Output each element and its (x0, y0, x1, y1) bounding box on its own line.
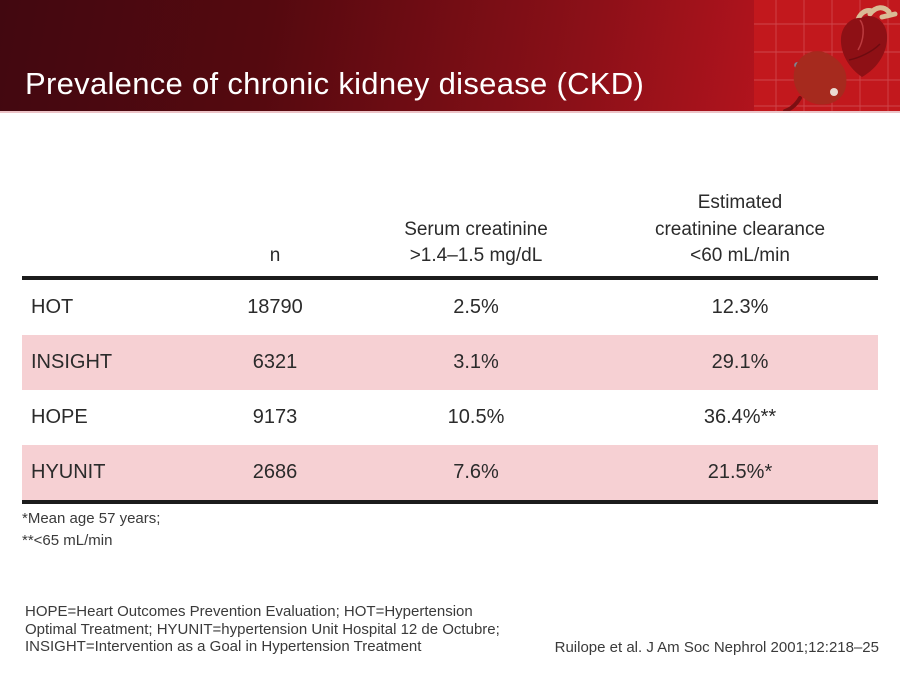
table-row-insight: INSIGHT 6321 3.1% 29.1% (22, 335, 878, 390)
heart-kidney-illustration (754, 0, 900, 111)
ckd-prevalence-table: n Serum creatinine >1.4–1.5 mg/dL Estima… (22, 190, 878, 504)
source-citation: Ruilope et al. J Am Soc Nephrol 2001;12:… (554, 639, 879, 656)
table-row-hope: HOPE 9173 10.5% 36.4%** (22, 390, 878, 445)
ureter-icon (783, 96, 802, 111)
study-name: HOT (31, 296, 74, 318)
serum-value: 3.1% (453, 351, 499, 373)
serum-value: 7.6% (453, 461, 499, 483)
clearance-value: 36.4%** (703, 406, 777, 428)
header-n: n (269, 244, 281, 266)
heart-shadow-line (848, 43, 881, 61)
table-row-hyunit: HYUNIT 2686 7.6% 21.5%* (22, 445, 878, 500)
header-serum-creatinine: Serum creatinine >1.4–1.5 mg/dL (404, 218, 548, 266)
heart-icon (840, 15, 888, 77)
study-name: HYUNIT (31, 461, 106, 483)
page-title: Prevalence of chronic kidney disease (CK… (25, 66, 645, 101)
heart-highlight (857, 19, 864, 51)
table-header-row: n Serum creatinine >1.4–1.5 mg/dL Estima… (22, 190, 878, 280)
clearance-value: 12.3% (711, 296, 769, 318)
n-value: 6321 (252, 351, 298, 373)
abbreviation-definitions: HOPE=Heart Outcomes Prevention Evaluatio… (25, 603, 500, 656)
n-value: 18790 (247, 296, 303, 318)
n-value: 2686 (252, 461, 298, 483)
table-row-hot: HOT 18790 2.5% 12.3% (22, 280, 878, 335)
n-value: 9173 (252, 406, 298, 428)
title-banner: Prevalence of chronic kidney disease (CK… (0, 0, 900, 113)
study-name: INSIGHT (31, 351, 113, 373)
clearance-value: 21.5%* (707, 461, 773, 483)
table-footnotes: *Mean age 57 years; **<65 mL/min (22, 510, 161, 550)
kidney-highlight-dot (830, 88, 838, 96)
table-body: HOT 18790 2.5% 12.3% INSIGHT 6321 3.1% 2… (22, 280, 878, 504)
serum-value: 10.5% (447, 406, 505, 428)
study-name: HOPE (31, 406, 88, 428)
header-creatinine-clearance: Estimated creatinine clearance <60 mL/mi… (654, 192, 826, 266)
clearance-value: 29.1% (711, 351, 769, 373)
serum-value: 2.5% (453, 296, 499, 318)
